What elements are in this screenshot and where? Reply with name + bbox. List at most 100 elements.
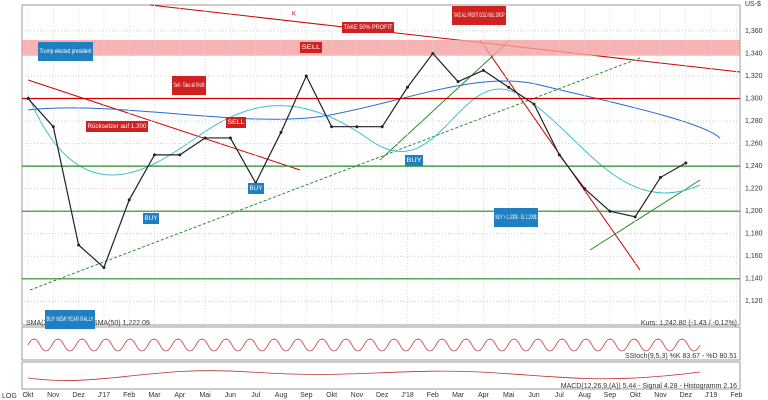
y-tick-label: 1,280 xyxy=(745,118,763,125)
price-point xyxy=(153,153,156,157)
x-tick-label: Dez xyxy=(376,392,389,399)
price-point xyxy=(608,209,612,213)
annotation-box xyxy=(143,213,159,224)
x-tick-label: Jul xyxy=(555,392,564,399)
price-point xyxy=(481,68,485,72)
annotation: BUY xyxy=(248,183,264,194)
annotation-box xyxy=(405,155,423,166)
price-point xyxy=(127,198,131,202)
annotation: BUY xyxy=(143,213,159,224)
annotation-box xyxy=(248,183,264,194)
x-tick-label: Sep xyxy=(604,392,617,399)
sma-line xyxy=(27,88,701,194)
trend-line xyxy=(379,39,511,161)
x-tick-label: Sep xyxy=(300,392,313,399)
annotation-text: BUY > 1.200$ - SL 1.200$ xyxy=(496,215,537,221)
annotation: BUY xyxy=(405,155,423,166)
annotation-text: BUY xyxy=(145,216,158,222)
x-tick-label: Nov xyxy=(351,392,364,399)
x-tick-label: J'17 xyxy=(98,392,111,399)
price-point xyxy=(557,153,561,157)
x-tick-label: Mar xyxy=(148,392,161,399)
annotation-box xyxy=(342,22,394,33)
y-tick-label: 1,260 xyxy=(745,140,763,147)
price-point xyxy=(178,153,182,157)
x-tick-label: Jun xyxy=(528,392,539,399)
price-point xyxy=(51,125,55,129)
annotation: Trump elected president xyxy=(38,42,93,61)
price-point xyxy=(507,85,511,89)
annotation-text: BUY NEW YEAR RALLY xyxy=(47,317,94,323)
x-tick-label: Mai xyxy=(503,392,515,399)
annotation: TAKE 50% PROFIT xyxy=(342,22,394,33)
x-tick-label: Dez xyxy=(72,392,85,399)
price-point xyxy=(431,51,435,55)
x-tick-label: Nov xyxy=(47,392,60,399)
price-point xyxy=(26,97,30,101)
price-point xyxy=(279,130,283,134)
annotation: Sell - Take all Profit xyxy=(172,76,206,95)
price-point xyxy=(330,125,334,129)
currency-label: US-$ xyxy=(745,1,761,8)
x-tick-label: Okt xyxy=(326,392,337,399)
x-tick-label: Okt xyxy=(630,392,641,399)
x-tick-label: Dez xyxy=(680,392,693,399)
annotation-text: SELL xyxy=(228,120,246,126)
y-tick-label: 1,220 xyxy=(745,186,763,193)
x-tick-label: Mar xyxy=(452,392,465,399)
x-tick-label: Feb xyxy=(123,392,135,399)
annotation: SELL xyxy=(300,42,322,53)
price-point xyxy=(228,136,232,140)
annotation-box xyxy=(226,117,246,128)
x-tick-label: Nov xyxy=(654,392,667,399)
annotation-text: Sell - Take all Profit xyxy=(174,83,205,89)
annotation: SELL xyxy=(226,117,246,128)
annotation-box xyxy=(45,310,95,329)
annotation-box xyxy=(172,76,206,95)
annotation: BUY NEW YEAR RALLY xyxy=(45,310,95,329)
resistance-zone xyxy=(22,39,740,56)
macd-panel xyxy=(21,361,741,390)
x-tick-label: Okt xyxy=(23,392,34,399)
annotation-text: Rücksetzer auf 1.200 xyxy=(88,124,148,130)
price-point xyxy=(633,215,637,219)
annotation-text: TAKE ALL PROFIT GOLD WILL DROP xyxy=(454,13,505,19)
annotation: K xyxy=(292,12,296,18)
price-point xyxy=(583,187,587,191)
stoch-info: SStoch(9,5,3) %K 83.67 - %D 80.51 xyxy=(625,353,737,360)
y-tick-label: 1,200 xyxy=(745,208,763,215)
annotation: BUY > 1.200$ - SL 1.200$ xyxy=(494,208,538,227)
price-point xyxy=(532,102,536,106)
price-point xyxy=(304,74,308,78)
x-tick-label: Feb xyxy=(730,392,742,399)
x-tick-label: Mai xyxy=(199,392,211,399)
price-point xyxy=(380,125,384,129)
price-point xyxy=(355,125,359,129)
price-point xyxy=(659,175,662,179)
y-tick-label: 1,140 xyxy=(745,276,763,283)
y-tick-label: 1,160 xyxy=(745,253,763,260)
price-info: Kurs: 1,242.80 (-1.43 / -0.12%) xyxy=(641,320,737,327)
x-tick-label: J'19 xyxy=(705,392,718,399)
price-point xyxy=(102,266,106,270)
x-tick-label: Aug xyxy=(275,392,288,399)
x-tick-label: Jun xyxy=(225,392,236,399)
stoch-panel xyxy=(21,326,741,361)
annotation: TAKE ALL PROFIT GOLD WILL DROP xyxy=(452,6,506,25)
annotation: Rücksetzer auf 1.200 xyxy=(86,121,148,132)
price-point xyxy=(684,161,688,165)
y-tick-label: 1,300 xyxy=(745,95,763,102)
x-tick-label: Aug xyxy=(578,392,591,399)
price-point xyxy=(77,243,81,247)
scale-label: LOG xyxy=(2,393,17,400)
annotation-text: TAKE 50% PROFIT xyxy=(344,25,393,31)
annotation-box xyxy=(38,42,93,61)
annotation-text: Trump elected president xyxy=(40,49,92,55)
x-tick-label: Apr xyxy=(174,392,186,399)
y-tick-label: 1,360 xyxy=(745,28,763,35)
y-tick-label: 1,340 xyxy=(745,50,763,57)
x-tick-label: J'18 xyxy=(401,392,414,399)
annotation-text: BUY xyxy=(250,186,263,192)
